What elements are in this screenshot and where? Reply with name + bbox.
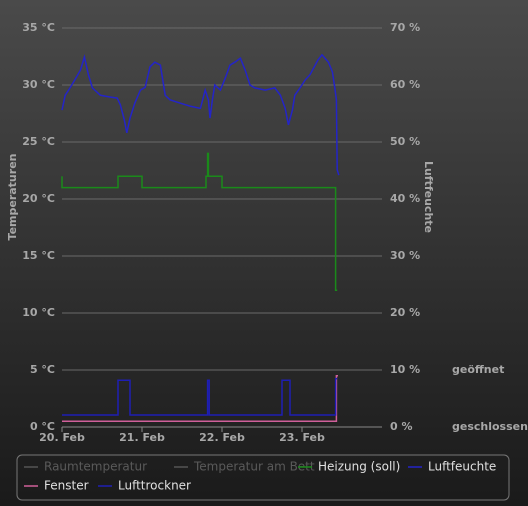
y2-tick-label: 30 % [390,249,420,262]
x-tick-label: 20. Feb [39,431,85,444]
y-tick-label: 0 °C [30,420,55,433]
y-axis-title: Temperaturen [6,154,19,241]
legend-label: Raumtemperatur [44,460,147,474]
y2-tick-label: 50 % [390,135,420,148]
series-line [61,152,338,291]
y2-tick-label: 60 % [390,78,420,91]
legend-item[interactable]: Lufttrockner [98,479,191,493]
legend-label: Temperatur am Bett [193,460,315,474]
legend-item[interactable]: Fenster [24,479,89,493]
y-tick-label: 20 °C [22,192,55,205]
legend-label: Luftfeuchte [428,460,496,474]
legend-item[interactable]: Raumtemperatur [24,460,147,474]
y3-tick-label: geschlossen [452,420,528,433]
legend-item[interactable]: Heizung (soll) [298,460,400,474]
y-tick-label: 10 °C [22,306,55,319]
legend-label: Fenster [44,479,89,493]
x-tick-label: 23. Feb [279,431,325,444]
x-tick-label: 22. Feb [199,431,245,444]
x-tick-label: 21. Feb [119,431,165,444]
legend: Raumtemperatur Temperatur am Bett Heizung … [24,460,496,493]
legend-label: Heizung (soll) [318,460,400,474]
legend-item[interactable]: Luftfeuchte [408,460,496,474]
y2-tick-label: 20 % [390,306,420,319]
y2-tick-label: 40 % [390,192,420,205]
series-line [62,377,338,416]
y-tick-label: 25 °C [22,135,55,148]
y-tick-label: 5 °C [30,363,55,376]
legend-item[interactable]: Temperatur am Bett [174,460,315,474]
legend-label: Lufttrockner [118,479,191,493]
y3-tick-label: geöffnet [452,363,504,376]
y-tick-label: 35 °C [22,21,55,34]
series-line [61,53,340,176]
y2-axis-title: Luftfeuchte [422,161,435,233]
legend-box [16,454,510,501]
y2-tick-label: 10 % [390,363,420,376]
y2-tick-label: 0 % [390,420,413,433]
y-tick-label: 15 °C [22,249,55,262]
series-line [62,374,338,423]
y2-tick-label: 70 % [390,21,420,34]
y-tick-label: 30 °C [22,78,55,91]
